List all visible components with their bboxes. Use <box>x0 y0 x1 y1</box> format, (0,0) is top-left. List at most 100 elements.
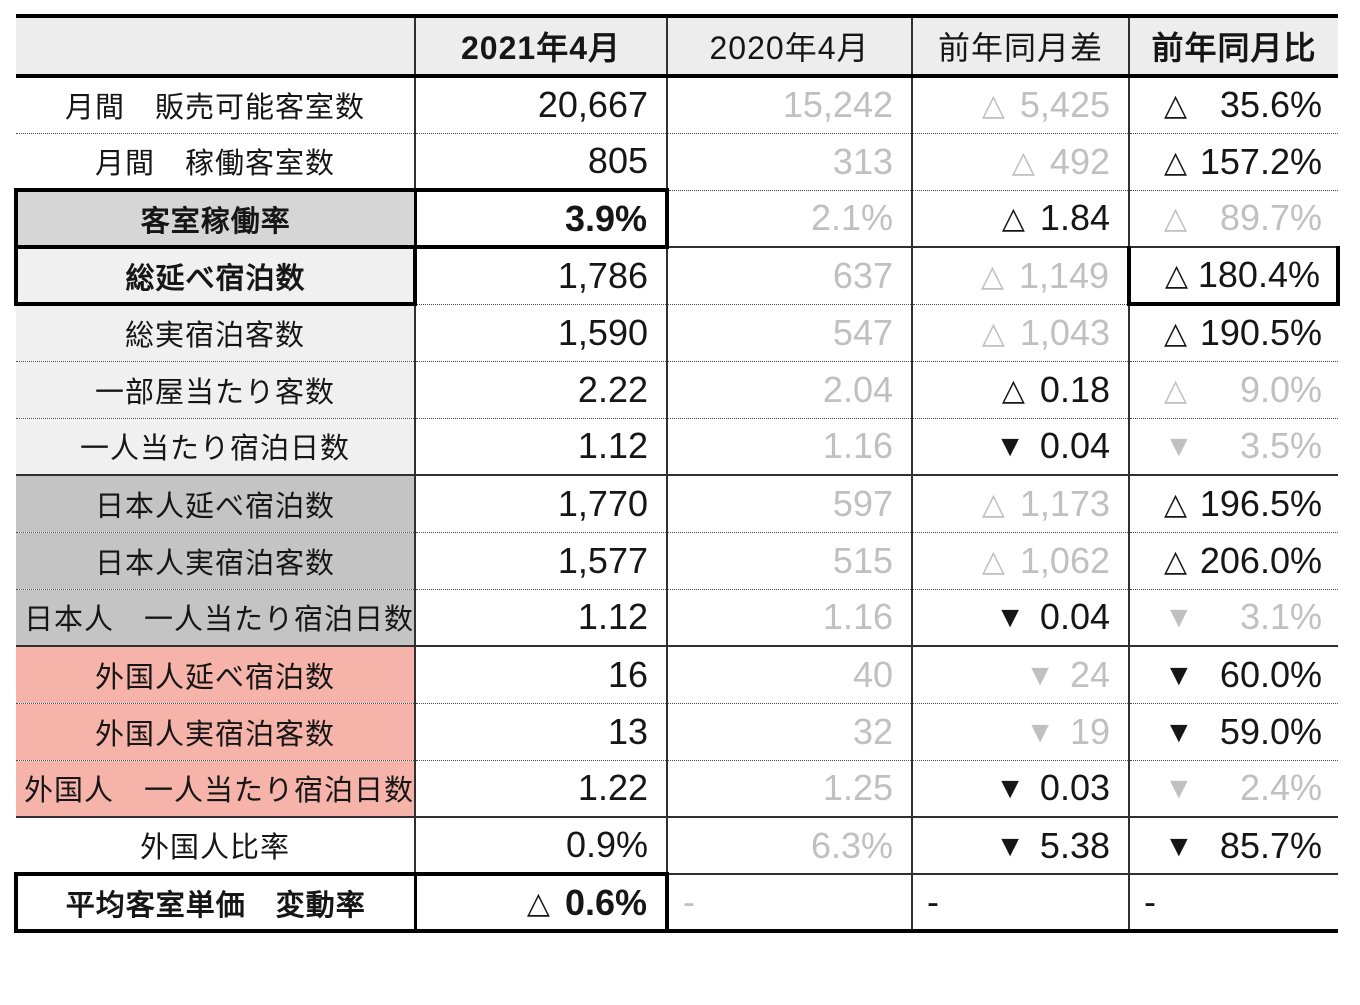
triangle-up-icon: △ <box>1164 373 1188 407</box>
table-row: 日本人実宿泊客数 1,577 515 △ 1,062 △ 206.0% <box>16 531 1338 589</box>
cell-y2021: 13 <box>414 702 667 760</box>
header-row: 2021年4月 2020年4月 前年同月差 前年同月比 <box>16 16 1338 78</box>
cell-y2020: 2.04 <box>666 360 912 418</box>
cell-y2021: 1.12 <box>414 588 667 646</box>
cell-value: 637 <box>832 254 893 296</box>
row-label: 日本人延べ宿泊数 <box>16 474 415 532</box>
triangle-down-icon: ▼ <box>1164 715 1194 749</box>
cell-value: 1.12 <box>577 425 648 467</box>
cell-value: 89.7% <box>1219 197 1322 239</box>
cell-diff: △ 1.84 <box>911 189 1129 247</box>
cell-value: 1,149 <box>1018 254 1109 296</box>
triangle-up-icon: △ <box>1164 202 1188 236</box>
cell-value: 6.3% <box>810 824 893 866</box>
cell-y2020: 1.16 <box>666 588 912 646</box>
cell-value: 492 <box>1049 140 1110 182</box>
triangle-up-icon: △ <box>980 259 1004 293</box>
cell-y2021: 1,770 <box>414 474 667 532</box>
cell-diff: △ 1,149 <box>911 246 1129 304</box>
corner-header <box>16 16 415 78</box>
cell-value: - <box>1144 881 1156 922</box>
cell-y2021: 805 <box>414 132 667 190</box>
cell-value: 190.5% <box>1199 312 1322 354</box>
table-row: 月間 販売可能客室数 20,667 15,242 △ 5,425 △ 35.6% <box>16 76 1338 133</box>
table-body: 月間 販売可能客室数 20,667 15,242 △ 5,425 △ 35.6% 月間 稼働客… <box>14 76 1340 933</box>
triangle-up-icon: △ <box>981 487 1005 521</box>
cell-value: 515 <box>832 539 893 581</box>
cell-value: 0.18 <box>1039 368 1110 410</box>
table-row: 一部屋当たり客数 2.22 2.04 △ 0.18 △ 9.0% <box>16 360 1338 418</box>
triangle-down-icon: ▼ <box>1164 829 1194 863</box>
cell-value: 1,173 <box>1019 482 1110 524</box>
table-row: 外国人比率 0.9% 6.3% ▼ 5.38 ▼ 85.7% <box>16 816 1338 874</box>
row-label: 月間 稼働客室数 <box>16 132 415 190</box>
cell-ratio: ▼ 60.0% <box>1128 645 1338 703</box>
row-label: 外国人延べ宿泊数 <box>16 645 415 703</box>
cell-diff: ▼ 19 <box>911 702 1129 760</box>
triangle-up-icon: △ <box>1164 145 1188 179</box>
cell-value: 9.0% <box>1239 368 1322 410</box>
row-label: 日本人 一人当たり宿泊日数 <box>16 588 415 646</box>
cell-y2021: 20,667 <box>414 76 667 133</box>
cell-value: 0.9% <box>565 824 648 865</box>
cell-y2020: 6.3% <box>666 816 912 874</box>
cell-value: 85.7% <box>1219 824 1322 866</box>
triangle-down-icon: ▼ <box>1025 715 1055 749</box>
cell-y2021: 1,577 <box>414 531 667 589</box>
triangle-down-icon: ▼ <box>995 601 1025 635</box>
cell-value: 313 <box>832 140 893 182</box>
cell-value: 547 <box>832 311 893 353</box>
triangle-down-icon: ▼ <box>1025 658 1055 692</box>
triangle-down-icon: ▼ <box>995 772 1025 806</box>
table-row: 日本人 一人当たり宿泊日数 1.12 1.16 ▼ 0.04 ▼ 3.1% <box>16 588 1338 646</box>
triangle-up-icon: △ <box>1164 317 1188 351</box>
row-label: 外国人実宿泊客数 <box>16 702 415 760</box>
table-row: 外国人実宿泊客数 13 32 ▼ 19 ▼ 59.0% <box>16 702 1338 760</box>
cell-value: 1,043 <box>1019 311 1110 353</box>
triangle-up-icon: △ <box>1164 544 1188 578</box>
cell-value: 35.6% <box>1219 84 1322 126</box>
cell-y2021: 1.22 <box>414 759 667 817</box>
table-row: 客室稼働率 3.9% 2.1% △ 1.84 △ 89.7% <box>14 188 1338 249</box>
triangle-down-icon: ▼ <box>1164 601 1194 635</box>
triangle-down-icon: ▼ <box>1164 772 1194 806</box>
triangle-up-icon: △ <box>1011 145 1035 179</box>
cell-y2020: 32 <box>666 702 912 760</box>
table-row: 平均客室単価 変動率 △ 0.6% - - - <box>14 872 1338 933</box>
cell-value: 0.03 <box>1039 767 1110 809</box>
row-label: 客室稼働率 <box>14 188 415 249</box>
cell-ratio: △ 180.4% <box>1127 246 1340 306</box>
triangle-down-icon: ▼ <box>1164 658 1194 692</box>
cell-value: 19 <box>1069 710 1110 752</box>
cell-y2021: 0.9% <box>414 816 667 874</box>
cell-y2020: 15,242 <box>666 76 912 133</box>
cell-value: 13 <box>607 710 648 752</box>
cell-value: 20,667 <box>537 84 648 126</box>
table-row: 総実宿泊客数 1,590 547 △ 1,043 △ 190.5% <box>16 303 1338 361</box>
cell-diff: ▼ 5.38 <box>911 816 1129 874</box>
cell-y2021: 16 <box>414 645 667 703</box>
triangle-up-icon: △ <box>1001 202 1025 236</box>
cell-value: 5.38 <box>1039 824 1110 866</box>
triangle-up-icon: △ <box>1001 373 1025 407</box>
cell-value: 805 <box>587 139 648 181</box>
cell-ratio: △ 89.7% <box>1128 189 1338 247</box>
triangle-up-icon: △ <box>1164 89 1188 123</box>
cell-ratio: ▼ 3.1% <box>1128 588 1338 646</box>
cell-value: 1,770 <box>557 482 648 524</box>
row-label: 総実宿泊客数 <box>16 303 415 361</box>
cell-value: 3.1% <box>1239 596 1322 638</box>
column-header: 2021年4月 <box>414 16 667 78</box>
cell-y2020: 1.25 <box>666 759 912 817</box>
cell-ratio: ▼ 2.4% <box>1128 759 1338 817</box>
triangle-up-icon: △ <box>981 316 1005 350</box>
cell-value: 40 <box>852 653 893 695</box>
cell-value: 196.5% <box>1199 482 1322 524</box>
triangle-down-icon: ▼ <box>995 829 1025 863</box>
cell-diff: ▼ 24 <box>911 645 1129 703</box>
cell-y2021: △ 0.6% <box>413 872 669 933</box>
cell-diff: △ 0.18 <box>911 360 1129 418</box>
cell-y2020: - <box>666 873 912 933</box>
cell-diff: ▼ 0.04 <box>911 588 1129 646</box>
cell-ratio: ▼ 59.0% <box>1128 702 1338 760</box>
